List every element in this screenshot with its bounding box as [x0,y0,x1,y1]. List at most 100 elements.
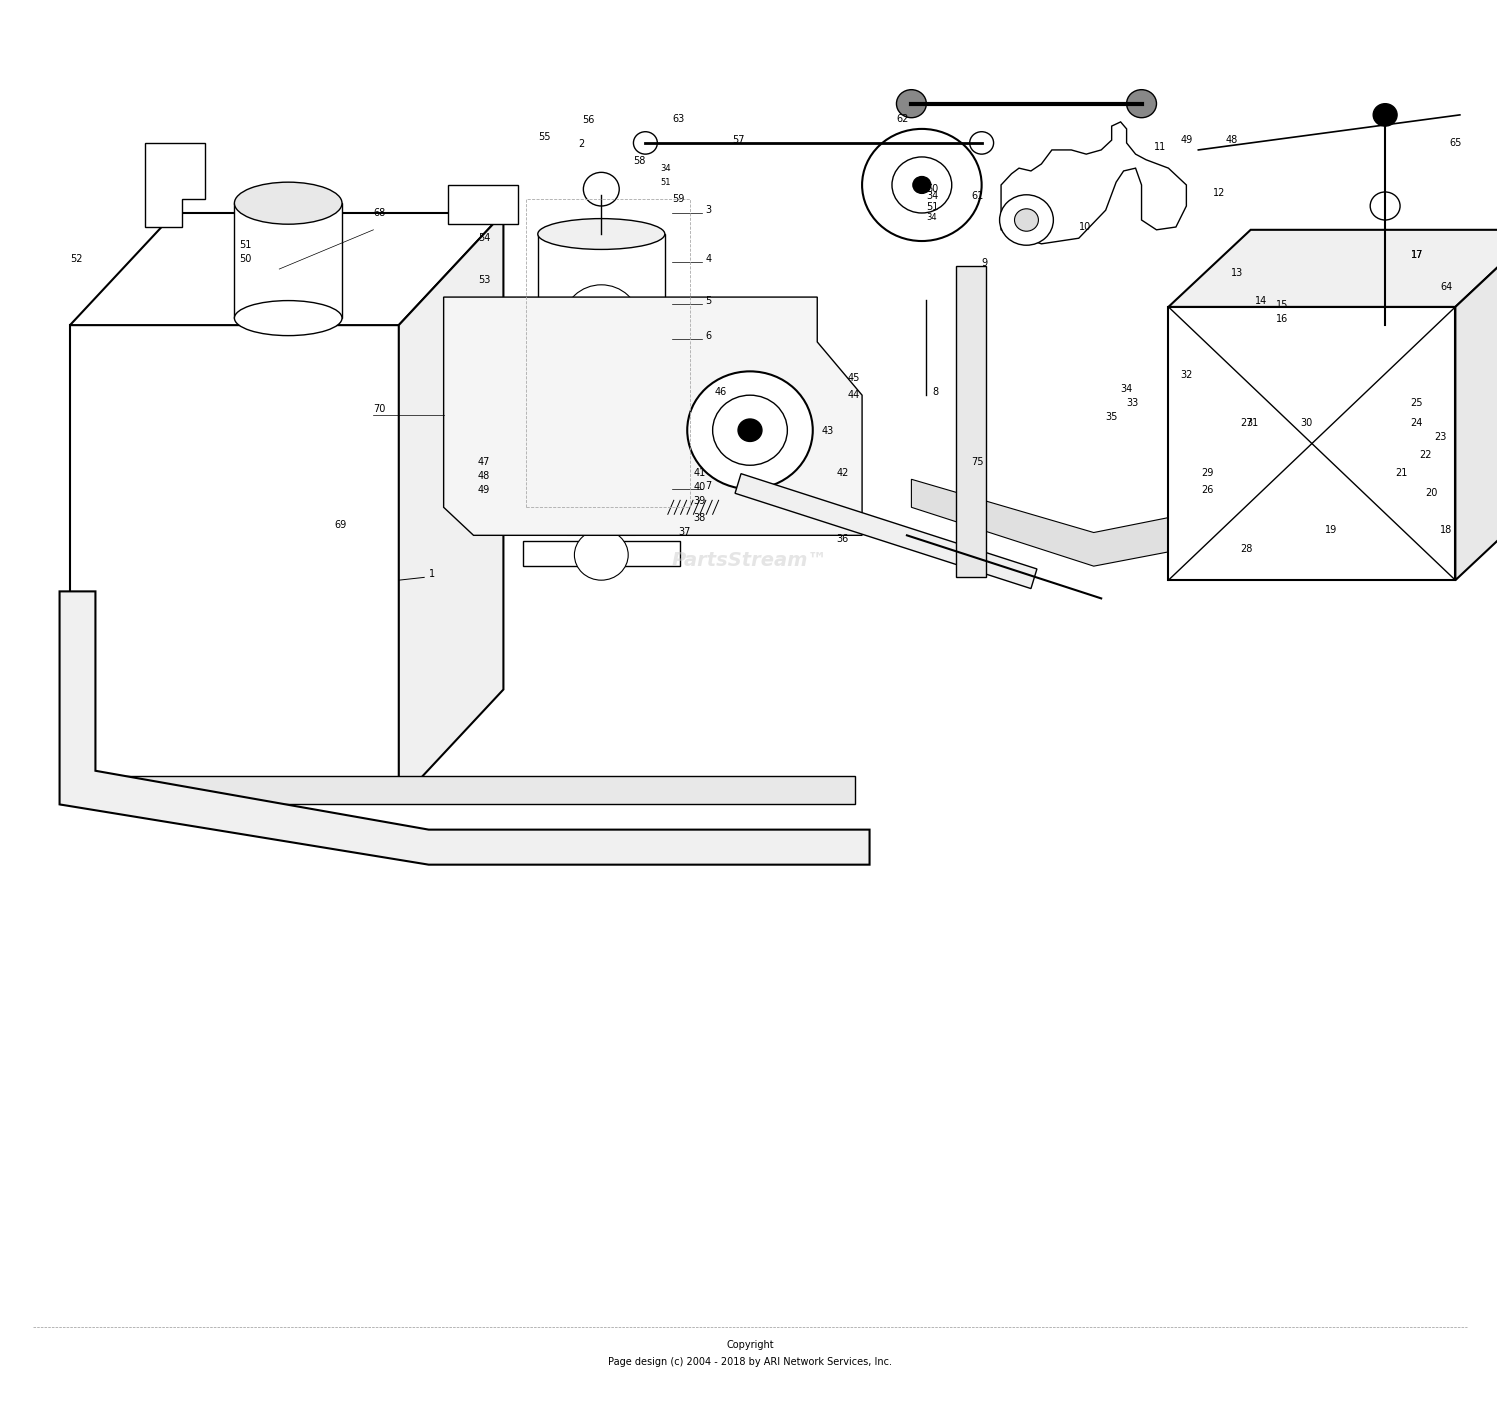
Text: 26: 26 [1202,485,1214,495]
Text: 25: 25 [1410,398,1424,408]
Text: 36: 36 [837,535,849,545]
Text: 24: 24 [1410,418,1424,428]
Text: 4: 4 [705,255,711,265]
Text: 34: 34 [1120,384,1132,394]
Text: 31: 31 [1246,418,1258,428]
Polygon shape [735,474,1036,588]
Text: 41: 41 [693,469,705,478]
Text: 68: 68 [374,208,386,218]
Text: 60: 60 [927,184,939,194]
Text: 51: 51 [927,203,939,212]
Text: 14: 14 [1256,295,1268,307]
Text: 58: 58 [633,156,646,166]
Polygon shape [60,777,855,805]
Text: PartsStream™: PartsStream™ [672,552,828,570]
Circle shape [914,176,932,193]
Text: 51: 51 [238,241,252,250]
Text: 55: 55 [538,132,550,142]
Ellipse shape [234,182,342,224]
Text: 6: 6 [705,331,711,340]
Text: 75: 75 [970,457,984,467]
Text: 33: 33 [1126,398,1138,408]
Ellipse shape [234,301,342,336]
Text: 15: 15 [1276,300,1288,311]
Text: 62: 62 [897,114,909,124]
Text: 56: 56 [582,115,596,125]
Text: 37: 37 [678,528,690,537]
Text: 39: 39 [693,497,705,507]
Circle shape [574,529,628,580]
Text: 47: 47 [478,457,490,467]
Text: 3: 3 [705,205,711,215]
Circle shape [1014,208,1038,231]
Text: 46: 46 [714,387,726,397]
Circle shape [892,158,951,212]
Polygon shape [912,480,1256,566]
Text: 9: 9 [981,259,988,269]
Text: 23: 23 [1434,432,1448,442]
Text: 49: 49 [478,485,490,495]
Text: 64: 64 [1440,281,1452,293]
Circle shape [1126,90,1156,118]
Text: 49: 49 [1180,135,1192,145]
Text: 69: 69 [334,521,346,530]
Text: 57: 57 [732,135,744,145]
Text: 48: 48 [1226,135,1238,145]
Polygon shape [1000,122,1186,243]
Text: 20: 20 [1425,488,1438,498]
Text: 40: 40 [693,483,705,492]
Text: 27: 27 [1240,418,1252,428]
Bar [70,325,399,802]
Text: 7: 7 [705,481,711,491]
Circle shape [687,371,813,490]
Text: 50: 50 [238,255,252,265]
Text: 63: 63 [672,114,684,124]
Text: 34: 34 [927,191,939,201]
Text: 70: 70 [374,404,386,414]
Text: 1: 1 [429,570,435,580]
Circle shape [633,132,657,155]
Text: 13: 13 [1232,269,1244,279]
Text: 29: 29 [1202,469,1214,478]
Text: Copyright: Copyright [726,1341,774,1351]
Text: 53: 53 [478,274,490,286]
Text: 5: 5 [705,295,711,307]
Text: 52: 52 [70,255,82,265]
Bar [234,203,342,318]
Bar [538,234,664,480]
Polygon shape [444,297,862,535]
Text: 28: 28 [1240,545,1252,554]
Text: 32: 32 [1180,370,1192,380]
Ellipse shape [538,218,664,249]
Text: 19: 19 [1326,525,1338,535]
Polygon shape [1316,395,1377,537]
Text: 30: 30 [1300,418,1312,428]
Text: 54: 54 [478,234,490,243]
Text: 59: 59 [672,194,684,204]
Polygon shape [448,184,519,224]
Polygon shape [70,212,504,325]
Text: 22: 22 [1419,450,1432,460]
Polygon shape [1168,229,1500,307]
Text: 21: 21 [1395,469,1408,478]
Text: 38: 38 [693,514,705,523]
Polygon shape [144,144,204,227]
Text: 34: 34 [927,212,938,222]
Polygon shape [399,212,504,802]
Text: 2: 2 [578,139,585,149]
Polygon shape [60,591,870,865]
Text: 17: 17 [1410,250,1424,260]
Circle shape [862,129,981,241]
Text: 61: 61 [970,191,984,201]
Text: 48: 48 [478,471,490,481]
Text: 42: 42 [837,469,849,478]
Text: 65: 65 [1449,138,1462,148]
Circle shape [712,395,788,466]
Text: 44: 44 [847,390,859,400]
Circle shape [738,419,762,442]
Polygon shape [1455,229,1500,580]
Text: 8: 8 [933,387,939,397]
Text: 18: 18 [1440,525,1452,535]
Circle shape [1372,104,1396,127]
Text: Page design (c) 2004 - 2018 by ARI Network Services, Inc.: Page design (c) 2004 - 2018 by ARI Netwo… [608,1358,892,1368]
